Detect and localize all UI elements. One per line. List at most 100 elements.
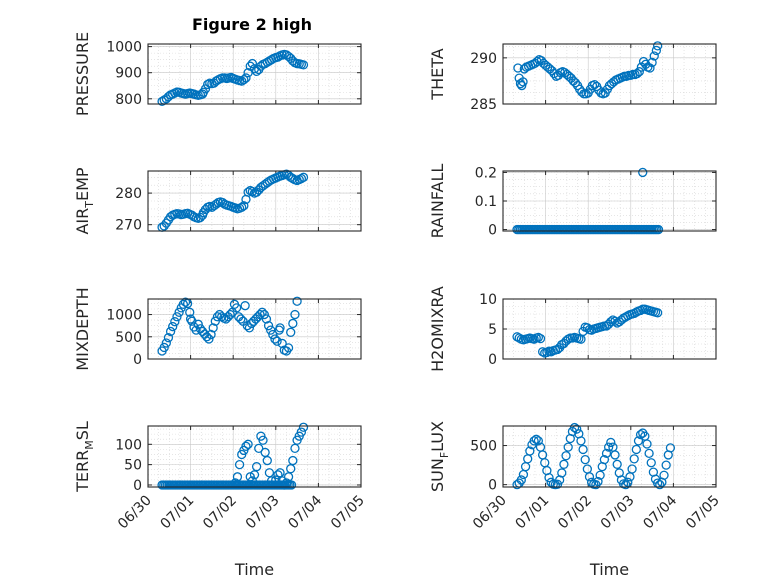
y-tick-label: 280: [115, 186, 142, 202]
data-point: [257, 307, 267, 317]
rainfall-panel: 0 0.1 0.2 RAINFALL: [428, 164, 717, 239]
data-point: [576, 436, 586, 446]
axes-frame: [502, 43, 717, 105]
data-point: [263, 321, 274, 331]
data-point: [577, 87, 587, 97]
data-point: [268, 329, 278, 340]
data-point: [193, 319, 203, 329]
data-point: [258, 435, 268, 445]
data-point: [165, 326, 176, 337]
data-point: [580, 454, 590, 465]
data-point: [544, 472, 554, 483]
data-point: [279, 480, 289, 490]
data-point: [286, 480, 297, 490]
y-tick-label: 0: [488, 478, 497, 494]
data-point: [251, 462, 262, 472]
data-point: [161, 338, 171, 348]
data-point: [239, 75, 249, 85]
y-axis-label: H2OMIXRA: [428, 286, 447, 372]
h2omixra-series: [512, 304, 663, 358]
data-point: [601, 448, 612, 459]
data-point: [225, 309, 235, 320]
data-point: [240, 301, 250, 311]
data-point: [241, 441, 251, 451]
x-tick-label: 07/03: [598, 493, 638, 533]
y-tick-label: 10: [479, 292, 497, 308]
data-point: [563, 442, 573, 452]
data-point: [266, 476, 277, 486]
x-tick-label: 07/05: [328, 493, 368, 533]
data-point: [559, 459, 569, 469]
data-point: [159, 342, 169, 353]
mixdepth-series: [157, 296, 302, 356]
data-point: [254, 443, 264, 454]
data-point: [535, 333, 546, 344]
data-point: [273, 470, 283, 480]
data-point: [642, 439, 652, 449]
data-point: [168, 321, 178, 332]
data-point: [195, 212, 206, 223]
data-point: [298, 172, 309, 182]
y-axis-label: RAINFALL: [428, 164, 447, 239]
x-tick-label: 07/01: [158, 493, 198, 533]
data-point: [529, 334, 539, 344]
terr-msl-panel: 0 50 100 06/30 07/01 07/02 07/03 07/04 07/05 Time…: [73, 421, 368, 579]
data-point: [525, 446, 535, 456]
x-tick-label: 07/02: [200, 493, 240, 533]
y-axis-label: TERRMSL: [73, 421, 96, 493]
data-point: [570, 78, 581, 88]
data-point: [533, 332, 544, 343]
data-point: [273, 52, 283, 62]
data-point: [621, 480, 631, 490]
data-point: [632, 68, 642, 79]
data-point: [578, 444, 588, 455]
y-tick-label: 800: [115, 92, 142, 108]
y-axis-label: SUNFLUX: [428, 421, 451, 492]
x-tick-label: 07/02: [555, 493, 595, 533]
y-axis-label: AIRTEMP: [73, 167, 96, 234]
sun-flux-panel: 0 500 06/30 07/01 07/02 07/03 07/04 07/05 Time SU…: [428, 421, 723, 579]
y-tick-label: 1000: [106, 40, 142, 56]
data-point: [633, 436, 644, 446]
y-tick-label: 0: [488, 223, 497, 239]
terr-msl-series: [157, 422, 309, 490]
data-point: [659, 470, 669, 480]
data-point: [247, 58, 258, 69]
axes-frame: [147, 425, 362, 488]
data-point: [232, 472, 243, 482]
y-tick-label: 500: [115, 330, 142, 346]
data-point: [515, 79, 526, 89]
data-point: [563, 334, 573, 344]
data-point: [185, 314, 196, 324]
axes-frame: [147, 170, 362, 232]
data-point: [247, 186, 258, 197]
data-point: [645, 63, 655, 73]
y-tick-label: 0: [133, 478, 142, 494]
data-point: [603, 442, 614, 452]
data-point: [569, 422, 580, 433]
data-point: [159, 221, 169, 231]
data-point: [241, 73, 251, 83]
y-tick-label: 270: [115, 218, 142, 234]
data-point: [631, 444, 641, 455]
axes-frame: [147, 298, 362, 360]
data-point: [288, 318, 298, 329]
data-point: [247, 476, 258, 486]
data-point: [653, 224, 664, 235]
data-point: [647, 57, 657, 68]
data-point: [516, 475, 526, 485]
y-axis-label: MIXDEPTH: [73, 287, 92, 370]
data-point: [531, 434, 541, 444]
data-point: [288, 455, 298, 466]
sun-flux-series: [512, 422, 676, 490]
data-point: [266, 55, 277, 65]
data-point: [191, 325, 201, 335]
air-temp-panel: 270 280 AIRTEMP: [73, 167, 362, 235]
data-point: [178, 299, 189, 309]
pressure-panel: 800 900 1000 PRESSURE: [73, 32, 362, 116]
data-point: [606, 437, 616, 448]
data-point: [296, 173, 307, 184]
data-point: [610, 450, 620, 460]
data-point: [237, 202, 247, 212]
data-point: [646, 458, 656, 468]
